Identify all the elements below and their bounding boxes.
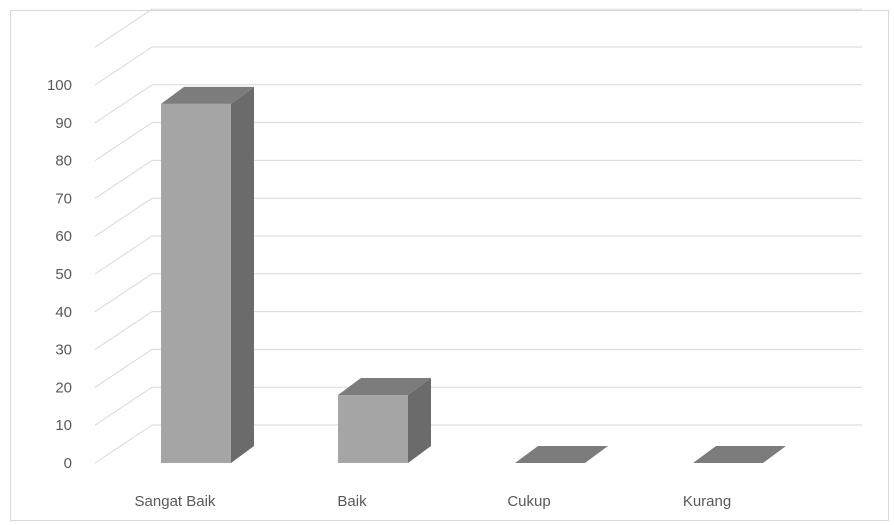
gridline-diagonal [94, 348, 153, 388]
y-tick-label: 0 [64, 455, 72, 472]
y-axis-ticks: 0 10 20 30 40 50 60 70 80 90 100 [47, 77, 72, 472]
x-category-label: Baik [337, 493, 367, 510]
y-tick-label: 70 [55, 190, 72, 207]
gridlines [94, 8, 862, 464]
x-axis-categories: Sangat Baik Baik Cukup Kurang [135, 493, 732, 510]
gridline-diagonal [94, 311, 153, 351]
y-tick-label: 40 [55, 304, 72, 321]
bar-top [515, 446, 608, 463]
gridline-diagonal [94, 159, 153, 199]
gridline-diagonal [94, 8, 153, 48]
bars [161, 86, 786, 464]
y-tick-label: 50 [55, 266, 72, 283]
bar-front [161, 103, 231, 464]
bar [161, 86, 254, 464]
gridline-diagonal [94, 386, 153, 426]
gridline-diagonal [94, 122, 153, 162]
bar-top [161, 86, 254, 104]
y-tick-label: 10 [55, 417, 72, 434]
bar [338, 377, 431, 463]
x-category-label: Cukup [507, 493, 550, 510]
y-tick-label: 80 [55, 153, 72, 170]
gridline-diagonal [94, 424, 153, 464]
x-category-label: Kurang [683, 493, 731, 510]
bar-top [693, 446, 786, 463]
bar-top [338, 377, 431, 395]
y-tick-label: 90 [55, 115, 72, 132]
bar [693, 446, 786, 463]
y-tick-label: 30 [55, 342, 72, 359]
gridline-diagonal [94, 197, 153, 237]
x-category-label: Sangat Baik [135, 493, 216, 510]
y-tick-label: 60 [55, 228, 72, 245]
bar [515, 446, 608, 463]
bar-side [231, 86, 254, 464]
gridline-diagonal [94, 273, 153, 313]
bar-front [338, 394, 408, 463]
gridline-diagonal [94, 46, 153, 86]
gridline-diagonal [94, 235, 153, 275]
gridline-diagonal [94, 84, 153, 124]
y-tick-label: 100 [47, 77, 72, 94]
chart-border [10, 10, 889, 521]
y-tick-label: 20 [55, 379, 72, 396]
bar-side [408, 377, 431, 463]
